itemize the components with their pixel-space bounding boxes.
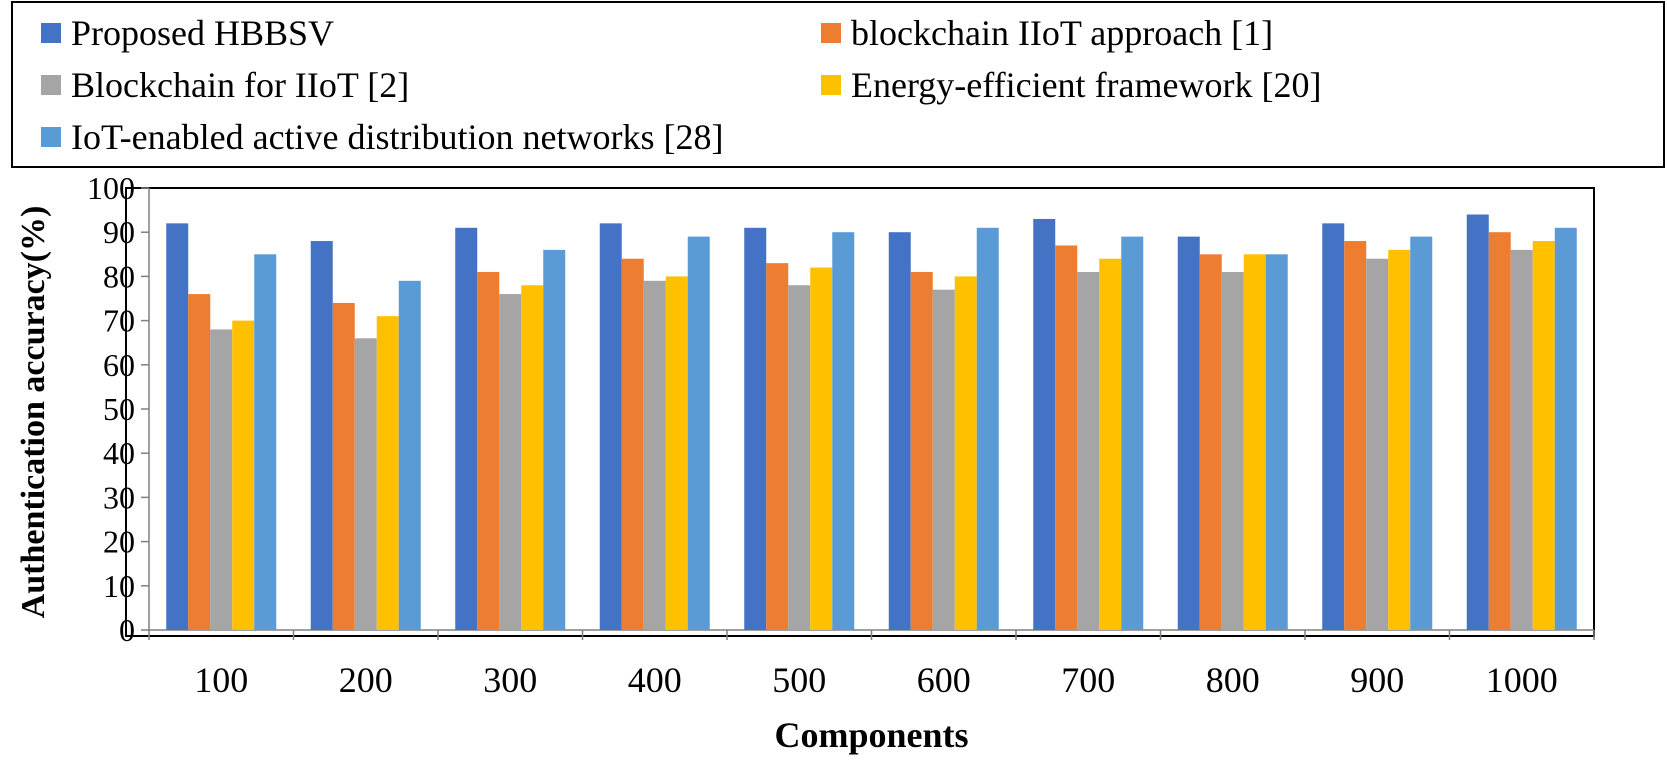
bar-blockchain-iiot-approach-1-500 (766, 263, 789, 630)
y-tick-label: 0 (119, 612, 135, 648)
bar-blockchain-iiot-approach-1-200 (332, 302, 355, 630)
bar-blockchain-for-iiot-2-900 (1366, 258, 1389, 630)
x-tick-label: 800 (1206, 660, 1260, 700)
bar-proposed-hbbsv-200 (310, 241, 333, 631)
bar-energy-efficient-framework-20-900 (1388, 249, 1411, 630)
x-tick-label: 300 (483, 660, 537, 700)
bar-iot-enabled-active-distribution-networks-28-400 (687, 236, 710, 630)
bar-proposed-hbbsv-900 (1322, 223, 1345, 631)
legend-swatch-iot-enabled-active-distribution-networks (41, 127, 61, 147)
bar-energy-efficient-framework-20-200 (376, 316, 399, 630)
bar-blockchain-iiot-approach-1-1000 (1488, 232, 1511, 630)
y-tick-label: 60 (103, 347, 135, 383)
bar-proposed-hbbsv-700 (1033, 218, 1056, 630)
x-tick-label: 100 (194, 660, 248, 700)
y-tick-label: 70 (103, 303, 135, 339)
legend-item-blockchain-iiot-approach: blockchain IIoT approach [1] (821, 15, 1273, 51)
x-tick-label: 200 (339, 660, 393, 700)
y-tick-label: 10 (103, 568, 135, 604)
bar-energy-efficient-framework-20-300 (521, 285, 544, 630)
x-tick-label: 1000 (1486, 660, 1558, 700)
bar-blockchain-for-iiot-2-200 (354, 338, 377, 630)
legend-label: blockchain IIoT approach [1] (851, 13, 1274, 53)
y-tick-label: 40 (103, 435, 135, 471)
y-tick-label: 20 (103, 524, 135, 560)
bar-blockchain-iiot-approach-1-900 (1344, 241, 1367, 631)
bar-blockchain-iiot-approach-1-300 (477, 271, 500, 630)
bar-blockchain-for-iiot-2-300 (499, 294, 522, 630)
bar-iot-enabled-active-distribution-networks-28-1000 (1554, 227, 1577, 630)
bar-iot-enabled-active-distribution-networks-28-100 (254, 254, 277, 631)
bar-iot-enabled-active-distribution-networks-28-800 (1265, 254, 1288, 631)
bar-proposed-hbbsv-1000 (1466, 214, 1489, 630)
bar-blockchain-for-iiot-2-500 (788, 285, 811, 630)
bar-blockchain-for-iiot-2-1000 (1510, 249, 1533, 630)
legend-item-blockchain-for-iiot: Blockchain for IIoT [2] (41, 67, 409, 103)
bar-energy-efficient-framework-20-600 (954, 276, 977, 630)
bar-iot-enabled-active-distribution-networks-28-500 (832, 232, 855, 630)
plot-frame (125, 187, 1595, 637)
x-tick-label: 600 (917, 660, 971, 700)
legend-item-energy-efficient-framework: Energy-efficient framework [20] (821, 67, 1321, 103)
bar-proposed-hbbsv-800 (1177, 236, 1200, 630)
x-axis-title: Components (774, 715, 968, 755)
legend-item-iot-enabled-active-distribution-networks: IoT-enabled active distribution networks… (41, 119, 724, 155)
legend-label: Proposed HBBSV (71, 13, 335, 53)
bar-blockchain-iiot-approach-1-700 (1055, 245, 1078, 630)
legend-swatch-energy-efficient-framework (821, 75, 841, 95)
legend-label: Blockchain for IIoT [2] (71, 65, 410, 105)
bar-blockchain-for-iiot-2-800 (1221, 271, 1244, 630)
legend-swatch-blockchain-iiot-approach (821, 23, 841, 43)
bar-proposed-hbbsv-600 (888, 232, 911, 630)
bar-blockchain-for-iiot-2-400 (643, 280, 666, 630)
x-tick-label: 900 (1350, 660, 1404, 700)
legend-item-proposed-hbbsv: Proposed HBBSV (41, 15, 334, 51)
legend-swatch-proposed-hbbsv (41, 23, 61, 43)
bar-energy-efficient-framework-20-100 (232, 320, 255, 630)
y-axis-title: Authentication accuracy(%) (15, 206, 52, 619)
legend: Proposed HBBSV blockchain IIoT approach … (11, 1, 1665, 168)
bar-proposed-hbbsv-500 (744, 227, 767, 630)
bar-energy-efficient-framework-20-800 (1243, 254, 1266, 631)
bar-proposed-hbbsv-300 (455, 227, 478, 630)
y-tick-label: 80 (103, 258, 135, 294)
x-tick-label: 400 (628, 660, 682, 700)
bar-blockchain-iiot-approach-1-100 (188, 294, 211, 630)
bar-iot-enabled-active-distribution-networks-28-300 (543, 249, 566, 630)
bar-iot-enabled-active-distribution-networks-28-600 (976, 227, 999, 630)
bar-proposed-hbbsv-100 (166, 223, 189, 631)
legend-label: Energy-efficient framework [20] (851, 65, 1322, 105)
y-tick-label: 90 (103, 214, 135, 250)
bar-blockchain-iiot-approach-1-400 (621, 258, 644, 630)
bar-iot-enabled-active-distribution-networks-28-200 (398, 280, 421, 630)
bar-blockchain-for-iiot-2-700 (1077, 271, 1100, 630)
bar-energy-efficient-framework-20-700 (1099, 258, 1122, 630)
bar-blockchain-iiot-approach-1-600 (910, 271, 933, 630)
bar-proposed-hbbsv-400 (599, 223, 622, 631)
bar-energy-efficient-framework-20-1000 (1532, 241, 1555, 631)
bar-iot-enabled-active-distribution-networks-28-900 (1410, 236, 1433, 630)
legend-label: IoT-enabled active distribution networks… (71, 117, 724, 157)
bar-blockchain-for-iiot-2-600 (932, 289, 955, 630)
bar-energy-efficient-framework-20-400 (665, 276, 688, 630)
x-tick-label: 700 (1061, 660, 1115, 700)
y-tick-label: 30 (103, 479, 135, 515)
bar-energy-efficient-framework-20-500 (810, 267, 833, 630)
legend-swatch-blockchain-for-iiot (41, 75, 61, 95)
x-tick-label: 500 (772, 660, 826, 700)
y-tick-label: 50 (103, 391, 135, 427)
bar-blockchain-iiot-approach-1-800 (1199, 254, 1222, 631)
bar-iot-enabled-active-distribution-networks-28-700 (1121, 236, 1144, 630)
bar-blockchain-for-iiot-2-100 (210, 329, 233, 630)
y-tick-label: 100 (87, 170, 135, 206)
